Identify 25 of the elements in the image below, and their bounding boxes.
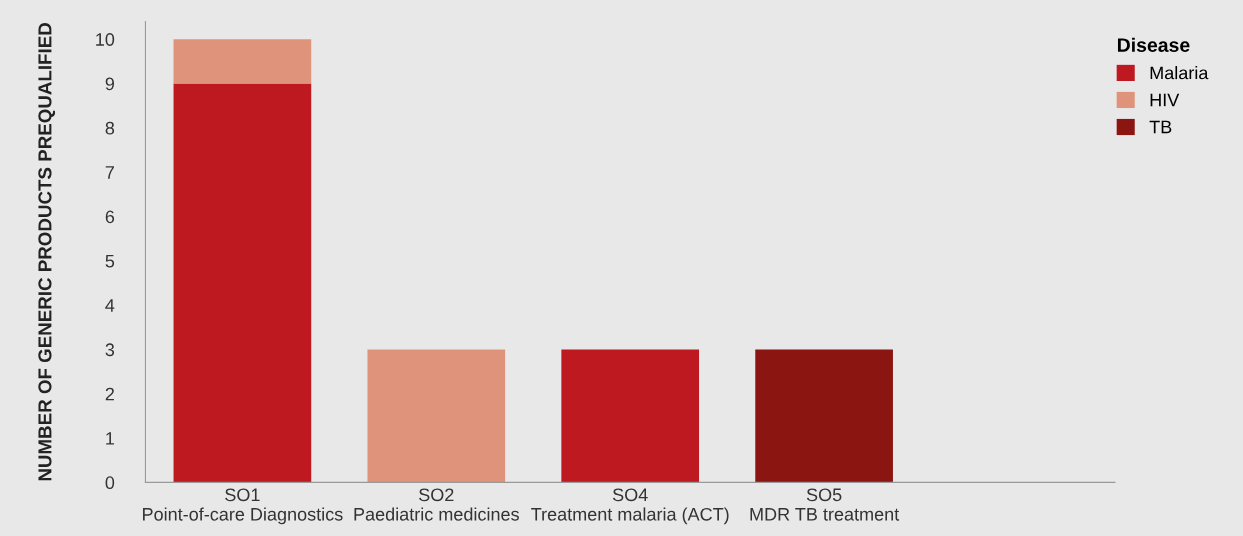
bar (173, 39, 312, 84)
bar (755, 349, 893, 483)
legend-label: Malaria (1150, 66, 1209, 80)
y-tick-label: 3 (105, 343, 115, 357)
legend-title: Disease (1117, 37, 1190, 52)
y-tick-label: 5 (105, 254, 115, 268)
y-tick-label: 6 (105, 210, 115, 224)
bar (367, 349, 506, 483)
x-tick-label: SO5 MDR TB treatment (750, 488, 900, 521)
x-tick-label: SO2 Paediatric medicines (354, 488, 519, 521)
y-tick-label: 10 (96, 33, 115, 46)
y-tick-label: 2 (105, 387, 114, 401)
y-tick-label: 0 (105, 476, 115, 490)
y-tick-label: 8 (105, 121, 115, 135)
y-axis-title: NUMBER OF GENERIC PRODUCTS PREQUALIFIED (38, 23, 56, 481)
bar (561, 349, 700, 483)
y-tick-label: 1 (106, 432, 114, 445)
legend-label: TB (1149, 120, 1172, 134)
legend-label: HIV (1150, 93, 1180, 107)
x-tick-label: SO1 Point-of-care Diagnostics (143, 488, 343, 525)
bar (173, 83, 312, 483)
y-tick-label: 9 (105, 77, 115, 91)
y-tick-label: 7 (105, 166, 114, 179)
x-tick-label: SO4 Treatment malaria (ACT) (531, 488, 729, 525)
y-tick-label: 4 (105, 299, 115, 312)
